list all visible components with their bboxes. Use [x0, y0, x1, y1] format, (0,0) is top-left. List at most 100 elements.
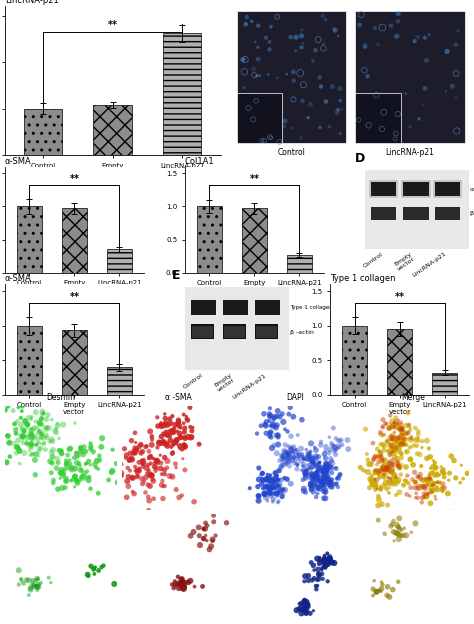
Point — [161, 465, 168, 475]
Point — [270, 494, 277, 504]
Point — [427, 475, 434, 485]
Point — [393, 31, 401, 41]
Bar — [371, 207, 396, 220]
Point — [328, 474, 336, 484]
Point — [298, 456, 305, 466]
Point — [392, 413, 400, 423]
Point — [19, 424, 27, 434]
Point — [428, 487, 435, 497]
Point — [110, 579, 118, 589]
Point — [301, 467, 309, 477]
Point — [411, 36, 419, 46]
Point — [300, 80, 307, 90]
Point — [326, 478, 334, 488]
Point — [427, 480, 434, 490]
Text: B: B — [222, 0, 232, 3]
Point — [181, 579, 189, 589]
Point — [396, 530, 403, 540]
Point — [302, 470, 310, 480]
Point — [420, 492, 428, 502]
Point — [326, 552, 334, 562]
Point — [377, 484, 384, 494]
Point — [388, 441, 395, 451]
Point — [266, 37, 273, 47]
Point — [14, 416, 21, 426]
Point — [187, 433, 195, 443]
Point — [305, 571, 312, 581]
Point — [38, 406, 46, 416]
Point — [391, 419, 399, 429]
Point — [383, 419, 390, 429]
Point — [250, 64, 257, 74]
Point — [414, 426, 422, 436]
Point — [389, 477, 396, 487]
Point — [378, 584, 385, 594]
Point — [316, 464, 323, 474]
Point — [177, 423, 184, 433]
Point — [423, 492, 430, 502]
Text: Empty
vector: Empty vector — [393, 251, 416, 272]
Point — [13, 442, 21, 452]
Point — [181, 443, 188, 453]
Point — [73, 476, 80, 486]
Point — [285, 451, 293, 461]
Point — [123, 492, 130, 502]
Point — [27, 424, 34, 434]
Point — [415, 429, 422, 439]
Point — [300, 460, 308, 470]
Point — [420, 480, 428, 490]
Point — [181, 433, 189, 443]
Point — [78, 471, 86, 481]
Point — [298, 31, 305, 41]
Point — [329, 441, 337, 451]
Point — [372, 479, 380, 489]
Point — [319, 470, 327, 480]
Point — [375, 451, 383, 461]
Point — [308, 469, 315, 479]
Point — [324, 472, 331, 482]
Point — [180, 418, 188, 428]
Point — [305, 602, 312, 612]
Point — [87, 442, 95, 452]
Point — [18, 401, 26, 411]
Point — [386, 457, 393, 467]
Point — [391, 448, 398, 458]
Point — [71, 471, 79, 481]
Point — [313, 475, 321, 485]
Point — [413, 449, 421, 459]
Point — [42, 444, 49, 454]
Point — [425, 473, 433, 483]
Point — [319, 466, 327, 476]
Point — [303, 466, 310, 475]
Point — [399, 428, 406, 438]
Point — [285, 441, 292, 451]
Point — [396, 524, 403, 534]
Point — [140, 455, 147, 465]
Point — [388, 461, 396, 470]
Bar — [256, 326, 277, 338]
Point — [309, 456, 317, 466]
Point — [200, 534, 208, 544]
Point — [337, 95, 344, 105]
Point — [345, 444, 352, 454]
Point — [377, 429, 385, 439]
Point — [273, 411, 281, 421]
Point — [169, 425, 177, 435]
Point — [58, 467, 66, 477]
Point — [272, 468, 279, 478]
Point — [394, 432, 402, 442]
Point — [438, 462, 445, 472]
Point — [178, 445, 186, 455]
Point — [190, 497, 198, 507]
Point — [392, 475, 399, 485]
Point — [3, 457, 10, 467]
Point — [392, 454, 400, 464]
Point — [267, 107, 274, 117]
Point — [411, 477, 419, 487]
Bar — [192, 326, 213, 338]
Point — [138, 456, 146, 466]
Point — [428, 485, 436, 495]
Point — [393, 520, 401, 530]
Point — [378, 577, 385, 587]
Point — [26, 441, 34, 451]
